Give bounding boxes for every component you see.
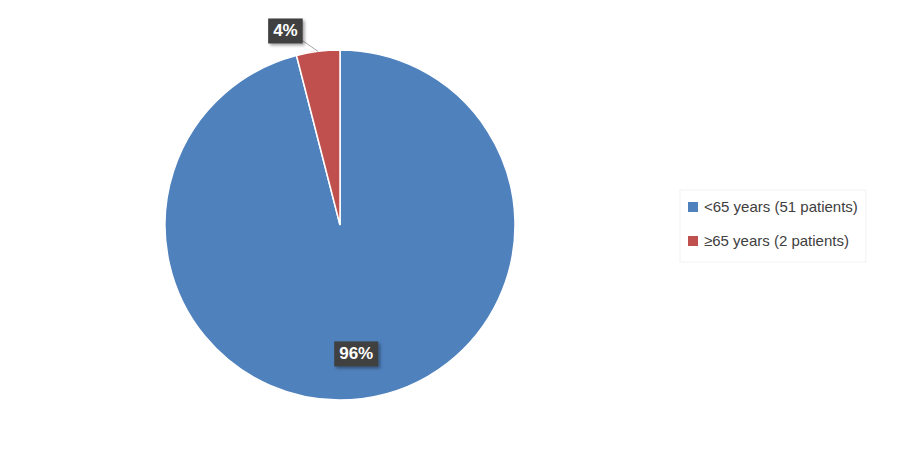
legend-frame (680, 190, 866, 262)
legend-swatch (688, 202, 698, 212)
pie (165, 50, 515, 400)
data-label: 96% (334, 341, 378, 366)
chart: 96% 4% <65 years (51 patients) ≥65 years (2… (0, 0, 900, 450)
pie-slice (296, 50, 340, 225)
data-label-text: 96% (339, 344, 373, 363)
pie-slice (165, 50, 515, 400)
data-label-text: 4% (273, 21, 298, 40)
legend-swatch (688, 236, 698, 246)
legend-label: ≥65 years (2 patients) (704, 232, 849, 249)
legend-label: <65 years (51 patients) (704, 198, 858, 215)
data-label-box (268, 18, 303, 43)
data-label-box (334, 341, 378, 366)
legend: <65 years (51 patients) ≥65 years (2 pati… (680, 190, 866, 262)
data-label: 4% (268, 18, 303, 43)
data-labels: 96% 4% (268, 18, 378, 366)
